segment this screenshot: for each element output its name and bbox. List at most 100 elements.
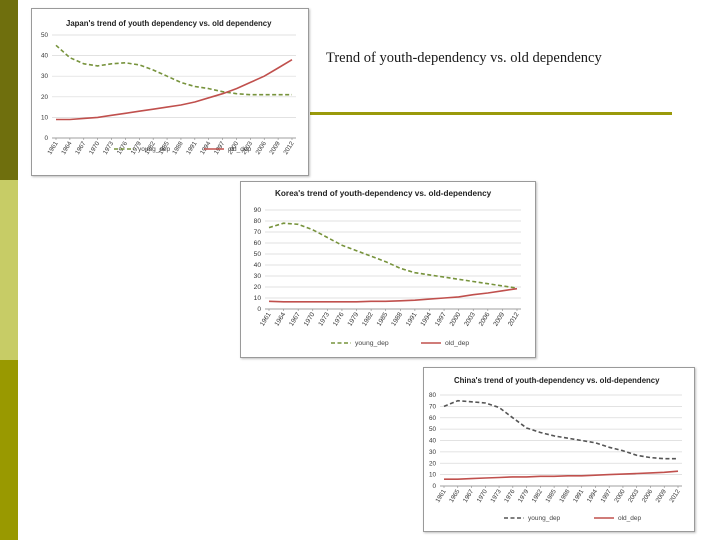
china-chart: China's trend of youth-dependency vs. ol… — [423, 367, 695, 532]
china-chart-svg: China's trend of youth-dependency vs. ol… — [429, 376, 682, 522]
korea-chart-svg: Korea's trend of youth-dependency vs. ol… — [254, 189, 521, 347]
china-x-tick-label: 1982 — [531, 488, 545, 504]
china-x-tick-label: 1988 — [558, 488, 572, 504]
china-y-tick-label: 20 — [429, 460, 437, 467]
korea-y-tick-label: 60 — [254, 240, 262, 247]
japan-chart-title: Japan's trend of youth dependency vs. ol… — [66, 19, 272, 28]
japan-chart-svg: Japan's trend of youth dependency vs. ol… — [41, 19, 296, 156]
japan-x-tick-label: 1994 — [199, 140, 213, 156]
japan-x-tick-label: 2006 — [255, 140, 269, 156]
china-y-tick-label: 0 — [432, 483, 436, 490]
korea-y-tick-label: 40 — [254, 262, 262, 269]
korea-y-tick-label: 0 — [257, 306, 261, 313]
japan-chart: Japan's trend of youth dependency vs. ol… — [31, 8, 309, 176]
japan-x-tick-label: 1997 — [213, 140, 227, 156]
china-x-tick-label: 1961 — [434, 488, 448, 504]
korea-x-tick-label: 1991 — [405, 311, 419, 327]
china-y-tick-label: 40 — [429, 438, 437, 445]
china-x-tick-label: 1985 — [544, 488, 558, 504]
china-x-tick-label: 1976 — [503, 488, 517, 504]
china-chart-title: China's trend of youth-dependency vs. ol… — [454, 376, 660, 385]
korea-y-tick-label: 80 — [254, 218, 262, 225]
japan-x-tick-label: 1976 — [116, 140, 130, 156]
china-x-tick-label: 2012 — [668, 488, 682, 504]
japan-x-tick-label: 1961 — [46, 140, 60, 156]
china-x-tick-label: 2009 — [655, 488, 669, 504]
korea-y-tick-label: 90 — [254, 207, 262, 214]
korea-chart: Korea's trend of youth-dependency vs. ol… — [240, 181, 536, 358]
korea-y-tick-label: 70 — [254, 229, 262, 236]
china-y-tick-label: 10 — [429, 472, 437, 479]
china-x-tick-label: 2006 — [641, 488, 655, 504]
china-legend-label-old-dep: old_dep — [618, 515, 642, 522]
china-series-young-dep — [443, 399, 678, 460]
korea-x-tick-label: 1961 — [259, 311, 273, 327]
korea-x-tick-label: 1979 — [347, 311, 361, 327]
korea-x-tick-label: 1994 — [419, 311, 433, 327]
korea-x-tick-label: 1964 — [274, 311, 288, 327]
china-series-old-dep — [444, 470, 679, 480]
korea-series-young-dep — [268, 222, 518, 289]
korea-x-tick-label: 1976 — [332, 311, 346, 327]
left-accent-stripe-bottom — [0, 360, 18, 540]
japan-y-tick-label: 50 — [41, 32, 49, 39]
japan-x-tick-label: 1991 — [185, 140, 199, 156]
korea-legend-label-old-dep: old_dep — [445, 340, 469, 347]
japan-y-tick-label: 0 — [44, 135, 48, 142]
korea-x-tick-label: 2006 — [478, 311, 492, 327]
china-x-tick-label: 1997 — [600, 488, 614, 504]
china-x-tick-label: 2000 — [613, 488, 627, 504]
japan-x-tick-label: 2012 — [282, 140, 296, 156]
left-accent-stripe-middle — [0, 180, 18, 360]
korea-x-tick-label: 1997 — [434, 311, 448, 327]
japan-y-tick-label: 20 — [41, 94, 49, 101]
china-y-tick-label: 80 — [429, 392, 437, 399]
korea-x-tick-label: 1982 — [361, 311, 375, 327]
korea-x-tick-label: 2003 — [463, 311, 477, 327]
japan-x-tick-label: 1970 — [88, 140, 102, 156]
korea-x-tick-label: 1970 — [303, 311, 317, 327]
china-y-tick-label: 30 — [429, 449, 437, 456]
japan-series-young-dep — [55, 44, 292, 96]
left-accent-stripe-top — [0, 0, 18, 180]
china-y-tick-label: 50 — [429, 426, 437, 433]
china-x-tick-label: 1965 — [448, 488, 462, 504]
korea-x-tick-label: 1967 — [288, 311, 302, 327]
china-y-tick-label: 60 — [429, 415, 437, 422]
china-y-tick-label: 70 — [429, 403, 437, 410]
title-underline-rule — [310, 112, 672, 115]
korea-x-tick-label: 2009 — [492, 311, 506, 327]
japan-x-tick-label: 1973 — [102, 140, 116, 156]
china-x-tick-label: 1973 — [489, 488, 503, 504]
korea-x-tick-label: 1985 — [376, 311, 390, 327]
korea-legend-label-young-dep: young_dep — [355, 340, 389, 347]
korea-series-old-dep — [268, 287, 518, 303]
japan-series-old-dep — [56, 59, 293, 121]
korea-y-tick-label: 30 — [254, 273, 262, 280]
japan-legend-label-old-dep: old_dep — [228, 146, 252, 153]
korea-y-tick-label: 20 — [254, 284, 262, 291]
china-x-tick-label: 1994 — [586, 488, 600, 504]
slide-title: Trend of youth-dependency vs. old depend… — [326, 50, 602, 66]
korea-chart-title: Korea's trend of youth-dependency vs. ol… — [275, 189, 492, 198]
korea-y-tick-label: 10 — [254, 295, 262, 302]
korea-x-tick-label: 1988 — [390, 311, 404, 327]
japan-x-tick-label: 1967 — [74, 140, 88, 156]
japan-y-tick-label: 10 — [41, 114, 49, 121]
japan-x-tick-label: 2009 — [268, 140, 282, 156]
china-legend-label-young-dep: young_dep — [528, 515, 561, 522]
korea-x-tick-label: 2000 — [449, 311, 463, 327]
china-x-tick-label: 2003 — [627, 488, 641, 504]
korea-x-tick-label: 2012 — [507, 311, 521, 327]
japan-x-tick-label: 1964 — [60, 140, 74, 156]
japan-y-tick-label: 40 — [41, 53, 49, 60]
china-x-tick-label: 1970 — [476, 488, 490, 504]
korea-x-tick-label: 1973 — [317, 311, 331, 327]
korea-y-tick-label: 50 — [254, 251, 262, 258]
china-x-tick-label: 1991 — [572, 488, 586, 504]
japan-legend-label-young-dep: young_dep — [138, 146, 171, 153]
japan-y-tick-label: 30 — [41, 73, 49, 80]
japan-x-tick-label: 1988 — [171, 140, 185, 156]
china-x-tick-label: 1967 — [462, 488, 476, 504]
china-x-tick-label: 1979 — [517, 488, 531, 504]
